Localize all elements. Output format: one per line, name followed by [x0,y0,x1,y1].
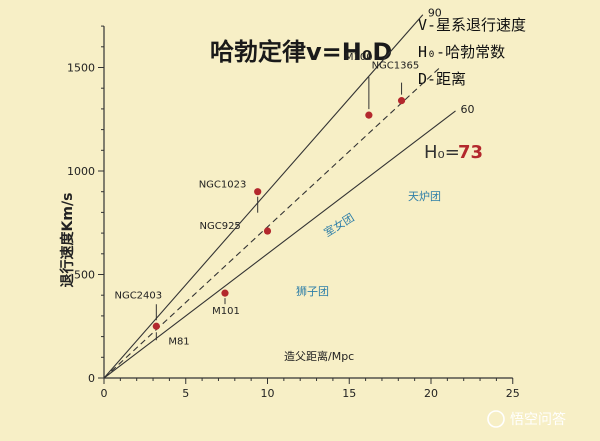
cluster-label-leo: 狮子团 [296,285,329,298]
data-point [152,322,160,330]
point-label: NGC1365 [372,61,420,72]
legend-d-definition: D-距离 [418,70,466,88]
y-tick-label: 500 [74,269,95,282]
trend-line-90 [103,14,424,379]
legend-h-definition: H₀-哈勃常数 [418,43,505,61]
x-tick-label: 25 [506,387,520,400]
x-axis-label: 造父距离/Mpc [284,349,354,363]
x-tick-label: 0 [101,387,108,400]
trend-line-60 [103,110,456,379]
point-label: M81 [168,336,189,347]
watermark-text: 悟空问答 [510,411,566,428]
x-tick-label: 10 [261,387,275,400]
point-label: NGC925 [200,221,241,232]
x-tick-label: 5 [182,387,189,400]
h0-value: 73 [458,142,483,163]
h0-label: H₀= [424,142,460,163]
watermark-logo-icon [487,410,505,428]
cluster-label-fornax: 天炉团 [408,190,441,203]
cluster-label-virgo: 室女团 [321,210,356,239]
y-axis-label: 退行速度Km/s [59,193,76,288]
data-point [365,111,373,119]
trend-line-h0 [103,67,440,379]
data-point [263,227,272,235]
legend-v-definition: V-星系退行速度 [418,16,526,34]
data-point [254,188,262,196]
data-point [397,97,406,105]
y-tick-label: 0 [88,372,95,385]
point-label: NGC2403 [114,290,162,301]
chart-title: 哈勃定律v=H₀D [210,38,392,66]
data-points [152,97,406,330]
trend-lines: 90 60 [103,7,475,379]
point-label: M100 [345,52,373,63]
trend-line-label: 90 [428,7,442,20]
y-tick-label: 1000 [67,165,95,178]
axes [98,25,514,384]
tick-labels: 0 5 10 15 20 25 0 500 1000 1500 [67,62,520,401]
data-point [221,289,229,297]
y-tick-label: 1500 [67,62,95,75]
x-tick-label: 15 [342,387,356,400]
watermark: 悟空问答 [487,410,566,428]
trend-line-label: 60 [461,103,475,116]
x-tick-label: 20 [424,387,438,400]
point-label: M101 [212,306,240,317]
point-label: NGC1023 [199,180,247,191]
